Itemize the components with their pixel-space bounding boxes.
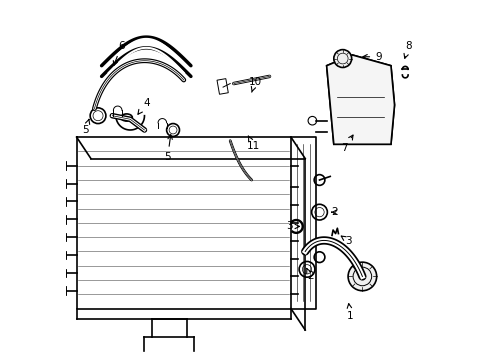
Text: 2: 2 <box>330 207 337 217</box>
Text: 11: 11 <box>246 136 260 151</box>
Text: 9: 9 <box>362 52 381 62</box>
Bar <box>57 179 66 188</box>
Text: 8: 8 <box>403 41 411 58</box>
Bar <box>57 269 66 277</box>
Text: 7: 7 <box>341 135 352 153</box>
Text: 3: 3 <box>285 221 299 231</box>
Text: 3: 3 <box>341 236 351 246</box>
Bar <box>57 233 66 242</box>
Bar <box>57 251 66 259</box>
Text: 2: 2 <box>306 268 313 282</box>
Text: 10: 10 <box>248 77 261 92</box>
Circle shape <box>333 50 351 67</box>
Polygon shape <box>326 55 394 144</box>
Bar <box>57 215 66 224</box>
Text: 5: 5 <box>164 135 172 162</box>
Bar <box>57 287 66 295</box>
Bar <box>217 78 228 94</box>
Bar <box>57 161 66 170</box>
Circle shape <box>347 262 376 291</box>
Text: 5: 5 <box>82 119 89 135</box>
Text: 4: 4 <box>138 98 149 114</box>
Text: 6: 6 <box>113 41 124 66</box>
Text: 1: 1 <box>346 303 353 321</box>
Bar <box>57 197 66 206</box>
